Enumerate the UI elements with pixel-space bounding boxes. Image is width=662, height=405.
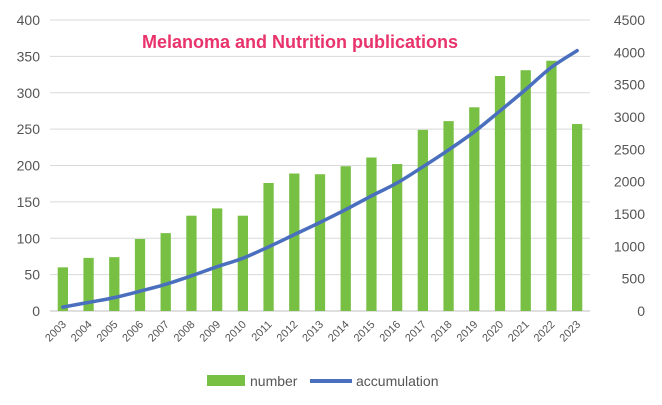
left-tick-label: 400 (17, 12, 41, 28)
right-tick-label: 500 (622, 271, 646, 287)
bar-2009 (212, 208, 223, 311)
x-tick-label: 2022 (532, 319, 558, 345)
legend-label-number: number (250, 373, 298, 389)
x-tick-label: 2003 (43, 319, 69, 345)
left-tick-label: 100 (17, 230, 41, 246)
x-tick-label: 2013 (300, 319, 326, 345)
bar-2019 (469, 107, 480, 311)
right-y-axis: 0 500 1000 1500 2000 2500 3000 3500 4000 4500 (614, 12, 645, 319)
bar-2004 (83, 257, 94, 311)
bar-2008 (186, 215, 197, 311)
legend: number accumulation (207, 373, 439, 389)
bar-2022 (546, 60, 557, 311)
left-tick-label: 200 (17, 158, 41, 174)
bar-2010 (237, 215, 248, 311)
left-tick-label: 50 (24, 267, 40, 283)
bar-2007 (160, 233, 171, 311)
x-tick-label: 2023 (557, 319, 583, 345)
x-tick-label: 2009 (197, 319, 223, 345)
x-tick-label: 2012 (275, 319, 301, 345)
left-y-axis: 0 50 100 150 200 250 300 350 400 (17, 12, 41, 319)
left-tick-label: 250 (17, 121, 41, 137)
right-tick-label: 2500 (614, 141, 645, 157)
x-axis: 2003 2004 2005 2006 2007 2008 2009 2010 2011 2012… (43, 319, 583, 345)
bar-2023 (572, 124, 583, 311)
right-tick-label: 3500 (614, 77, 645, 93)
left-tick-label: 300 (17, 85, 41, 101)
left-tick-label: 150 (17, 194, 41, 210)
bar-2015 (366, 157, 377, 311)
x-tick-label: 2010 (223, 319, 249, 345)
right-tick-label: 1000 (614, 238, 645, 254)
x-tick-label: 2006 (120, 319, 146, 345)
right-tick-label: 4500 (614, 12, 645, 28)
chart-title: Melanoma and Nutrition publications (142, 32, 458, 52)
right-tick-label: 0 (637, 303, 645, 319)
x-tick-label: 2015 (352, 319, 378, 345)
bar-2006 (134, 238, 146, 311)
x-tick-label: 2011 (249, 319, 274, 344)
bar-2003 (57, 267, 68, 311)
bar-2018 (443, 121, 454, 311)
x-tick-label: 2014 (326, 319, 352, 345)
legend-swatch-number (207, 375, 245, 386)
right-tick-label: 1500 (614, 206, 645, 222)
x-tick-label: 2017 (403, 319, 429, 345)
right-tick-label: 2000 (614, 174, 645, 190)
right-tick-label: 4000 (614, 44, 645, 60)
x-tick-label: 2021 (506, 319, 532, 345)
bar-2016 (392, 164, 403, 311)
right-tick-label: 3000 (614, 109, 645, 125)
x-tick-label: 2016 (377, 319, 403, 345)
line-series-accumulation (61, 48, 579, 309)
left-tick-label: 350 (17, 48, 41, 64)
bar-2017 (417, 129, 428, 311)
x-tick-label: 2004 (69, 319, 95, 345)
bar-2021 (520, 70, 531, 311)
x-tick-label: 2005 (95, 319, 121, 345)
left-tick-label: 0 (32, 303, 40, 319)
bar-2020 (494, 76, 506, 311)
legend-label-accumulation: accumulation (356, 373, 439, 389)
x-tick-label: 2018 (429, 319, 455, 345)
accumulation-line (61, 48, 579, 309)
x-tick-label: 2020 (480, 319, 506, 345)
bar-2013 (314, 174, 326, 311)
bar-2012 (289, 173, 300, 311)
bar-series-number (57, 60, 583, 311)
x-tick-label: 2019 (455, 319, 481, 345)
x-tick-label: 2008 (172, 319, 198, 345)
bar-2014 (340, 166, 351, 311)
x-tick-label: 2007 (146, 319, 172, 345)
bar-2005 (109, 257, 120, 311)
